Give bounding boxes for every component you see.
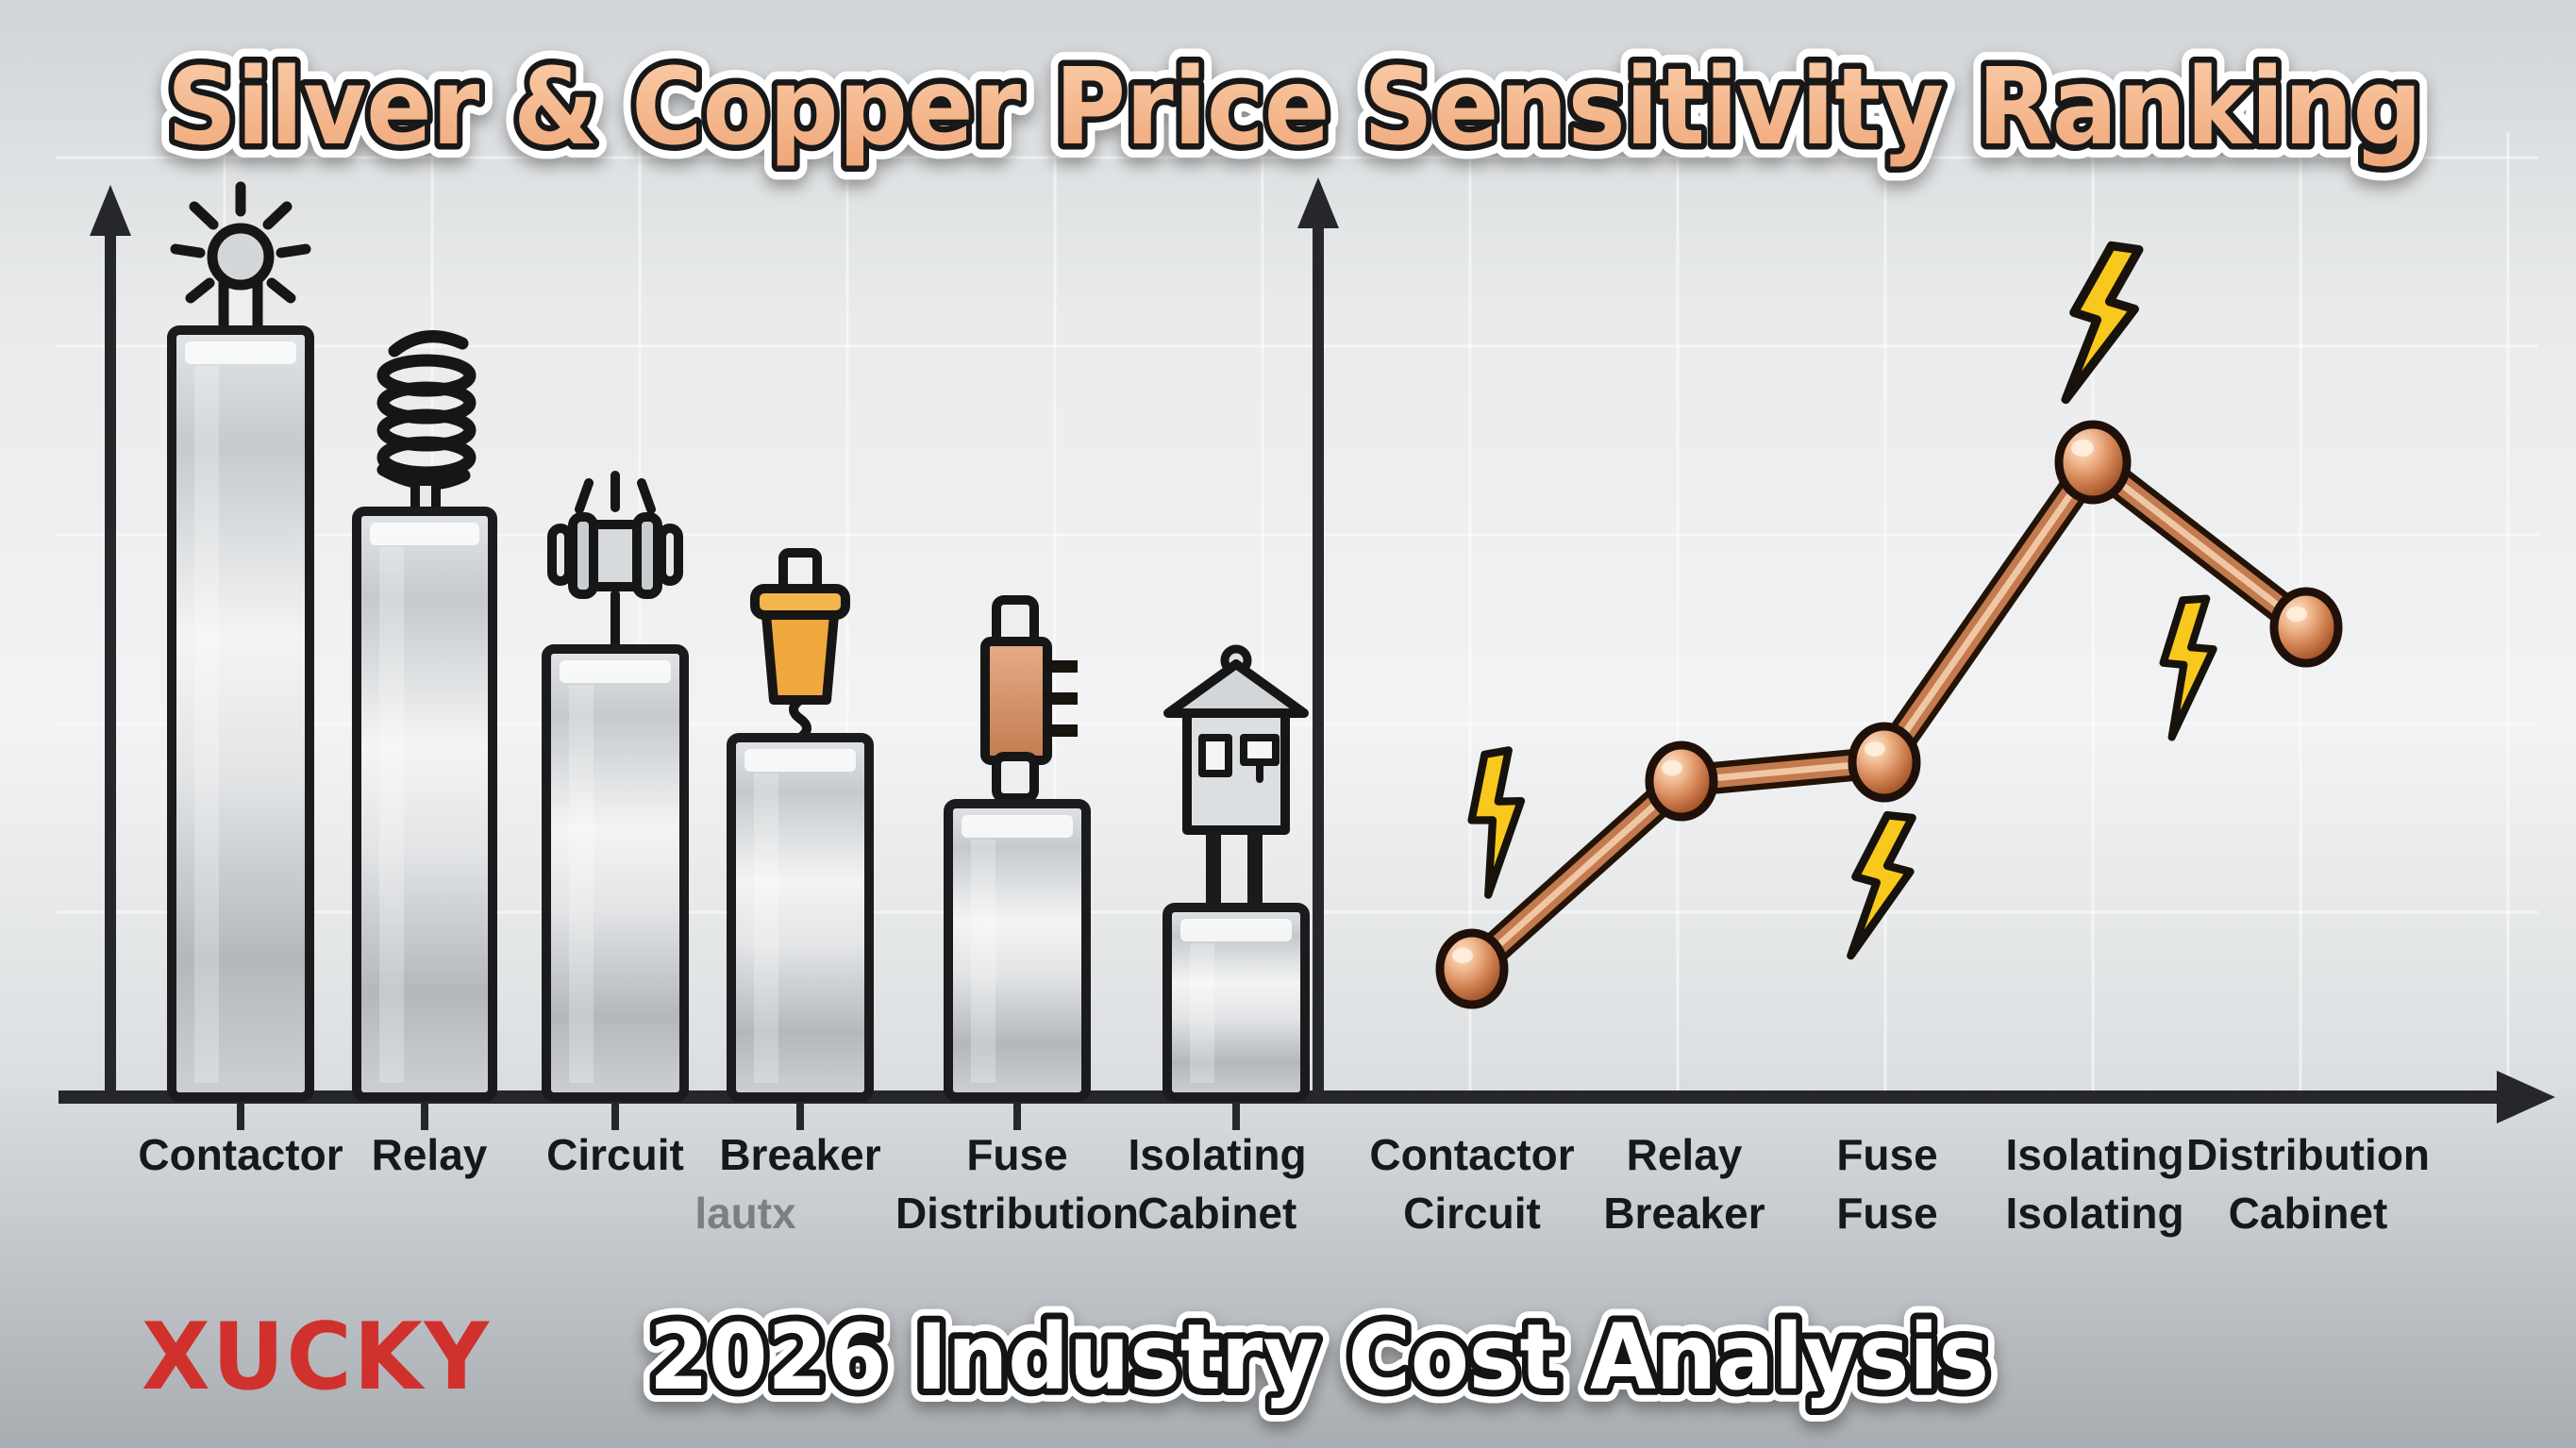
copper-line-chart: Contactor Relay Fuse Isolating Distribut… xyxy=(1369,241,2430,1238)
right-label-2-line1: Relay xyxy=(1627,1130,1743,1179)
left-label-contactor: Contactor xyxy=(138,1130,343,1179)
right-label-5-line2: Cabinet xyxy=(2229,1189,2388,1238)
bar-bevel xyxy=(744,749,856,772)
footer-caption-halo: 2026 Industry Cost Analysis xyxy=(649,1305,1989,1410)
bar-bevel xyxy=(370,523,479,545)
left-axis-ticks xyxy=(237,1104,1240,1130)
bar-sheen xyxy=(971,840,995,1083)
page-title: Silver & Copper Price Sensitivity Rankin… xyxy=(153,32,2436,183)
right-label-4-line1: Isolating xyxy=(2005,1130,2183,1179)
point-distribution-cabinet xyxy=(2269,587,2343,668)
bar-circuit xyxy=(542,471,689,1102)
right-label-3-line1: Fuse xyxy=(1836,1130,1937,1179)
right-label-1-line2: Circuit xyxy=(1403,1189,1541,1238)
bar-bevel xyxy=(962,815,1073,838)
spring-coil-icon xyxy=(376,330,477,516)
lightning-icon xyxy=(2061,241,2144,405)
lightning-icon xyxy=(2159,594,2217,741)
silver-bar-chart: Contactor Relay Circuit Breaker Fuse Iso… xyxy=(138,181,1310,1238)
bar-bevel xyxy=(1180,919,1292,941)
point-isolating-isolating xyxy=(2054,420,2132,505)
right-y-axis-arrow-icon xyxy=(1297,177,1339,228)
bar-bevel xyxy=(560,660,671,683)
x-axis-arrow-icon xyxy=(2497,1071,2555,1123)
bar-relay xyxy=(352,330,497,1102)
beacon-light-icon xyxy=(170,181,311,340)
lightning-decorations xyxy=(1467,241,2217,960)
bar-sheen xyxy=(754,774,778,1083)
brand-logo: XUCKY xyxy=(142,1304,491,1411)
right-axis-labels: Contactor Relay Fuse Isolating Distribut… xyxy=(1369,1130,2430,1238)
footer-caption-text: 2026 Industry Cost Analysis xyxy=(649,1305,1989,1410)
right-label-4-line2: Isolating xyxy=(2005,1189,2183,1238)
left-axis-labels: Contactor Relay Circuit Breaker Fuse Iso… xyxy=(138,1130,1306,1238)
motor-roller-icon xyxy=(547,471,683,652)
right-label-1-line1: Contactor xyxy=(1369,1130,1574,1179)
right-label-5-line1: Distribution xyxy=(2186,1130,2430,1179)
bar-contactor xyxy=(167,181,314,1102)
point-relay-breaker xyxy=(1645,741,1718,822)
right-label-3-line2: Fuse xyxy=(1836,1189,1937,1238)
left-label-fuse-line2: Distribution xyxy=(895,1189,1139,1238)
plug-fuse-icon xyxy=(750,548,850,742)
left-y-axis-arrow-icon xyxy=(90,185,131,236)
bar-sheen xyxy=(569,685,594,1083)
left-label-relay: Relay xyxy=(372,1130,488,1179)
page-title-text: Silver & Copper Price Sensitivity Rankin… xyxy=(167,46,2422,169)
copper-points xyxy=(1435,420,2343,1009)
left-label-breaker: Breaker xyxy=(719,1130,880,1179)
bar-bevel xyxy=(185,341,296,364)
point-contactor-circuit xyxy=(1435,928,1509,1009)
bar-breaker xyxy=(727,548,874,1102)
lightning-icon xyxy=(1467,746,1526,899)
page-title-halo: Silver & Copper Price Sensitivity Rankin… xyxy=(167,46,2422,169)
left-label-circuit: Circuit xyxy=(546,1130,684,1179)
left-label-isolating: Isolating xyxy=(1128,1130,1306,1179)
bar-sheen xyxy=(194,366,219,1083)
bar-fuse xyxy=(944,595,1091,1102)
left-label-isolating-line2: Cabinet xyxy=(1138,1189,1297,1238)
left-label-breaker-line2-garbled: lautx xyxy=(694,1189,796,1238)
bar-sheen xyxy=(1190,943,1214,1083)
distribution-cabinet-icon xyxy=(1163,644,1309,907)
lightning-icon xyxy=(1847,810,1916,960)
bar-sheen xyxy=(379,547,404,1083)
left-label-fuse: Fuse xyxy=(966,1130,1067,1179)
point-fuse-fuse xyxy=(1848,722,1921,803)
footer: XUCKY 2026 Industry Cost Analysis 2026 I… xyxy=(142,1291,2002,1423)
right-label-2-line2: Breaker xyxy=(1603,1189,1765,1238)
bar-isolating xyxy=(1163,644,1310,1102)
